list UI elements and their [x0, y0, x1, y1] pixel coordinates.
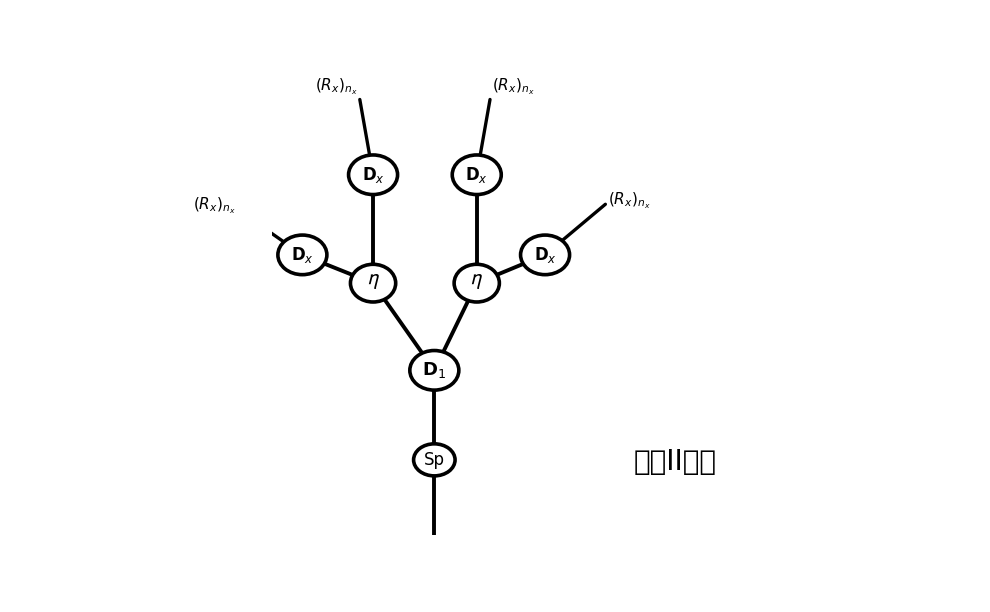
Text: D$_x$: D$_x$: [534, 245, 556, 265]
Text: $\mathcal{\eta}$: $\mathcal{\eta}$: [366, 271, 379, 291]
Text: D$_x$: D$_x$: [361, 165, 384, 185]
Text: $(R_x)_{n_x}$: $(R_x)_{n_x}$: [492, 76, 535, 97]
Ellipse shape: [454, 264, 499, 302]
Ellipse shape: [521, 235, 569, 275]
Text: D$_x$: D$_x$: [465, 165, 488, 185]
Text: $\mathcal{\eta}$: $\mathcal{\eta}$: [470, 271, 483, 291]
Ellipse shape: [410, 351, 458, 390]
Ellipse shape: [348, 155, 398, 195]
Text: $(R_x)_{n_x}$: $(R_x)_{n_x}$: [315, 76, 357, 97]
Ellipse shape: [278, 235, 327, 275]
Ellipse shape: [452, 155, 501, 195]
Text: D$_1$: D$_1$: [423, 360, 446, 380]
Text: Sp: Sp: [424, 451, 445, 469]
Text: 式（II）；: 式（II）；: [634, 448, 716, 476]
Text: D$_x$: D$_x$: [291, 245, 314, 265]
Text: $(R_x)_{n_x}$: $(R_x)_{n_x}$: [608, 190, 650, 211]
Ellipse shape: [350, 264, 396, 302]
Text: $(R_x)_{n_x}$: $(R_x)_{n_x}$: [192, 195, 236, 216]
Ellipse shape: [414, 444, 455, 476]
